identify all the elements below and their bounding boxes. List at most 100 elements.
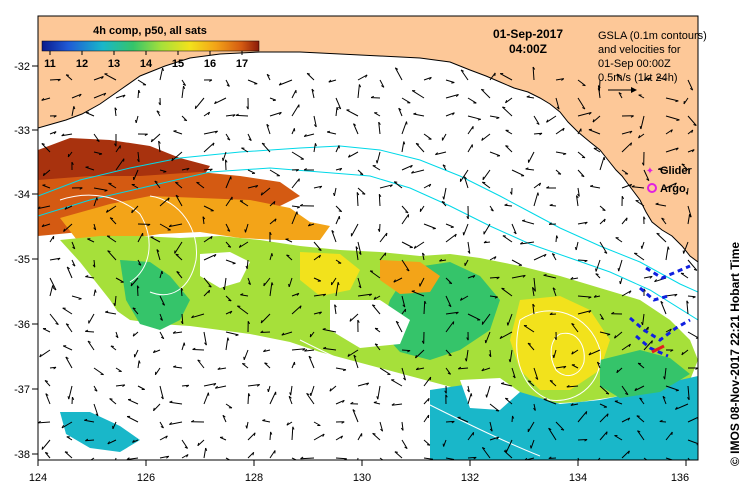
velocity-arrow [687, 129, 694, 135]
velocity-arrow [658, 168, 667, 171]
velocity-arrow [599, 241, 608, 254]
velocity-arrow [222, 415, 227, 423]
velocity-arrow [599, 205, 606, 211]
velocity-arrow [269, 169, 280, 177]
velocity-arrow [41, 97, 51, 101]
velocity-arrow [665, 246, 669, 261]
velocity-arrowhead [654, 279, 657, 283]
velocity-arrow [225, 310, 233, 315]
velocity-arrow [555, 127, 565, 135]
velocity-arrowhead [160, 425, 164, 429]
velocity-arrow [87, 238, 95, 243]
velocity-arrow [174, 241, 183, 254]
velocity-arrow [93, 92, 106, 99]
velocity-arrow [313, 421, 321, 426]
velocity-arrowhead [359, 173, 364, 176]
velocity-arrowhead [584, 260, 588, 263]
velocity-arrow [509, 349, 513, 363]
velocity-arrow [643, 340, 653, 351]
velocity-arrowhead [365, 74, 368, 78]
velocity-arrow [443, 187, 447, 200]
velocity-arrowhead [477, 118, 481, 121]
velocity-arrow [49, 285, 54, 297]
velocity-arrowhead [131, 209, 133, 214]
velocity-arrow [169, 401, 183, 405]
velocity-arrow [71, 295, 82, 300]
velocity-arrowhead [657, 167, 662, 170]
velocity-arrow [481, 181, 491, 189]
velocity-arrowhead [173, 365, 177, 368]
velocity-arrowhead [130, 282, 133, 287]
velocity-arrow [132, 307, 139, 315]
velocity-arrowhead [634, 387, 637, 391]
velocity-arrowhead [376, 396, 379, 400]
velocity-arrowhead [64, 206, 68, 210]
velocity-arrow [439, 259, 447, 262]
velocity-arrow [131, 205, 139, 214]
velocity-arrow [159, 197, 170, 207]
velocity-arrow [687, 259, 698, 271]
velocity-arrow [203, 111, 210, 117]
velocity-arrow [681, 163, 689, 171]
velocity-arrow [467, 97, 477, 104]
velocity-arrow [621, 217, 628, 225]
velocity-arrowhead [532, 303, 535, 307]
velocity-arrowhead [122, 384, 126, 388]
velocity-arrowhead [286, 254, 290, 257]
velocity-arrowhead [271, 253, 273, 257]
velocity-arrowhead [570, 276, 574, 280]
velocity-arrowhead [629, 130, 633, 134]
velocity-arrowhead [53, 131, 57, 135]
velocity-arrowhead [169, 400, 173, 403]
velocity-arrow [108, 182, 117, 189]
velocity-arrow [291, 104, 300, 117]
velocity-arrow [378, 122, 381, 135]
velocity-arrowhead [296, 293, 300, 296]
velocity-arrowhead [618, 92, 622, 95]
velocity-arrowhead [63, 228, 66, 232]
velocity-arrow [614, 331, 623, 339]
velocity-arrowhead [245, 425, 248, 429]
velocity-arrowhead [454, 233, 457, 238]
velocity-arrow [38, 205, 51, 210]
velocity-arrowhead [122, 94, 126, 98]
velocity-arrow [680, 272, 689, 279]
velocity-arrow [575, 241, 579, 251]
velocity-arrow [61, 133, 73, 137]
velocity-arrow [173, 331, 183, 334]
velocity-arrowhead [385, 233, 388, 237]
velocity-arrow [159, 331, 165, 339]
velocity-arrow [203, 205, 214, 212]
velocity-arrowhead [522, 275, 526, 278]
velocity-arrow [247, 169, 256, 174]
velocity-arrow [551, 253, 557, 261]
velocity-arrowhead [103, 92, 107, 96]
velocity-arrowhead [617, 268, 620, 272]
velocity-arrow [533, 115, 540, 125]
velocity-arrow [247, 185, 258, 189]
velocity-arrow [261, 142, 271, 153]
velocity-arrowhead [675, 147, 679, 151]
velocity-arrow [45, 393, 51, 405]
velocity-arrow [225, 176, 232, 189]
velocity-arrow [618, 259, 623, 272]
velocity-arrow [106, 235, 117, 243]
velocity-arrow [391, 379, 403, 387]
velocity-arrowhead [322, 328, 326, 330]
velocity-arrow [571, 349, 579, 355]
velocity-arrow [549, 313, 557, 315]
velocity-arrow [683, 97, 689, 105]
velocity-arrow [304, 349, 315, 352]
velocity-arrow [394, 67, 403, 81]
velocity-arrowhead [228, 299, 232, 302]
velocity-arrow [374, 327, 381, 333]
velocity-arrow [44, 380, 51, 387]
velocity-arrowhead [561, 78, 565, 81]
velocity-arrow [489, 72, 496, 81]
velocity-arrow [525, 168, 535, 171]
velocity-arrowhead [289, 392, 292, 396]
velocity-arrow [288, 396, 293, 405]
velocity-arrowhead [358, 84, 362, 88]
velocity-arrow [291, 211, 298, 225]
velocity-arrow [353, 123, 359, 135]
